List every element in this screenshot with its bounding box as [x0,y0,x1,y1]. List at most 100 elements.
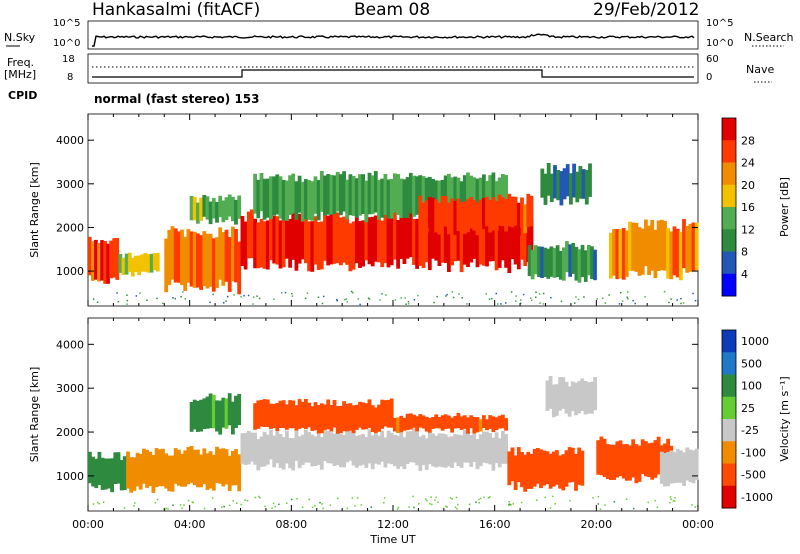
velocity-cell [278,434,283,468]
velocity-speckle [134,502,136,504]
power-cell [278,220,283,269]
colorbar-tick-label: -100 [741,446,766,459]
velocity-cell [300,402,305,428]
power-cell [562,168,567,200]
power-cell [516,218,521,270]
colorbar-swatch [722,463,736,487]
power-cell [405,210,410,259]
velocity-cell [361,402,365,430]
power-cell [578,166,583,199]
power-colorbar: 28 24 20 16 12 8 4 Power [dB] [721,117,791,297]
velocity-cell [377,435,381,465]
power-cell [202,195,207,217]
colorbar-tick-label: 8 [741,246,748,259]
velocity-cell [107,458,111,489]
power-cell [440,214,445,263]
velocity-cell [373,430,378,464]
power-cell [319,170,324,212]
power-speckle [240,296,242,298]
velocity-cell [297,399,302,429]
power-cell [313,216,318,265]
velocity-cell [348,403,353,431]
power-cell [587,245,591,276]
velocity-cell [386,430,391,464]
colorbar-tick-label: 4 [741,268,748,281]
power-cell [364,180,369,223]
velocity-speckle [647,501,649,504]
power-cell [621,228,626,280]
power-speckle [233,294,235,296]
velocity-cell [113,452,118,484]
power-cell [304,179,308,220]
velocity-colorbar: 1000 500 100 25 -25 -100 -500 -1000 Velocity [m … [721,329,791,509]
velocity-speckle [426,499,428,502]
power-cell [434,212,439,261]
colorbar-swatch [722,162,736,186]
power-cell [88,236,92,276]
power-cell [488,175,493,216]
power-cell [529,195,534,227]
power-cell [272,176,277,216]
velocity-cell [555,384,559,416]
power-cell [453,200,458,235]
velocity-cell [288,400,292,429]
power-cell [675,228,680,278]
velocity-cell [234,449,238,486]
power-cell [572,163,576,198]
velocity-speckle [397,506,400,509]
power-cell [440,195,445,227]
power-cell [265,220,270,270]
power-cell [456,177,461,219]
velocity-cell [335,431,340,465]
power-speckle [368,298,371,300]
velocity-cell [504,418,508,431]
power-speckle [317,296,320,298]
velocity-cell [558,377,562,411]
velocity-cell [126,451,130,489]
power-speckle [634,302,636,305]
power-speckle [522,293,525,296]
power-cell [447,173,451,214]
power-cell [447,221,451,272]
power-cell [262,221,267,269]
velocity-cell [269,429,273,460]
velocity-speckle [165,507,168,510]
power-cell [478,199,483,231]
velocity-cell [615,441,620,478]
colorbar-tick-label: -500 [741,469,766,482]
velocity-cell [192,449,197,486]
power-speckle [539,302,541,304]
x-tick-label: 00:00 [72,518,104,531]
power-cell [678,231,683,281]
power-cell [259,173,264,212]
velocity-cell [609,444,613,480]
velocity-cell [640,439,645,474]
velocity-cell [389,432,394,465]
power-cell [106,243,110,284]
velocity-cell [574,454,578,491]
velocity-cell [177,449,181,486]
colorbar-swatch [722,352,736,375]
power-speckle [135,295,138,297]
power-cell [412,175,416,217]
velocity-speckle [431,503,433,506]
velocity-cell [485,431,489,464]
velocity-cell [478,419,483,432]
power-speckle [357,298,360,300]
power-cell [224,197,229,220]
velocity-speckle [670,498,672,500]
velocity-cell [326,399,331,430]
velocity-cell [516,447,521,482]
velocity-speckle [412,495,414,498]
velocity-speckle [435,496,437,499]
velocity-speckle [240,503,242,506]
velocity-cell [459,435,464,468]
power-cell [208,201,213,225]
power-cell [475,178,480,219]
power-cell [497,194,502,226]
power-cell [246,211,251,259]
station-title: Hankasalmi (fitACF) [92,0,261,20]
power-cell [177,231,181,283]
power-speckle [227,295,229,298]
velocity-cell [259,436,264,467]
